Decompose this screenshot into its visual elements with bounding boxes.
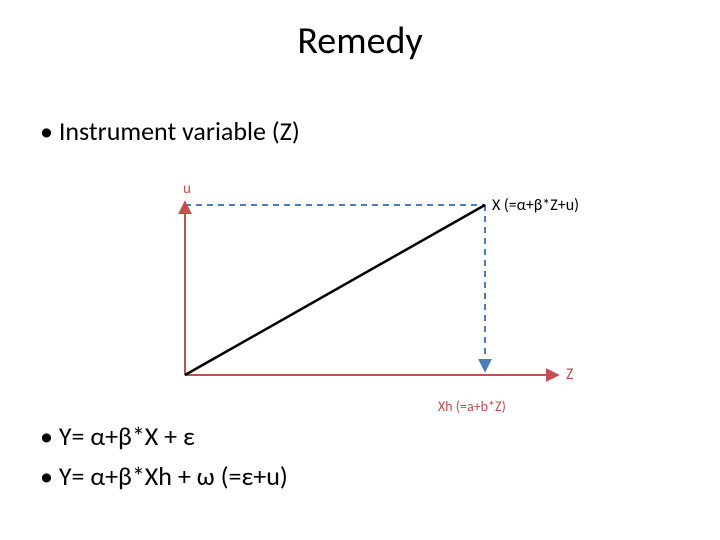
label-x: X (=α+β*Z+u) <box>492 196 579 215</box>
slide: Remedy Instrument variable (Z) u X (=α+β… <box>0 0 720 540</box>
diagonal-x <box>185 205 485 375</box>
label-u: u <box>183 180 191 198</box>
label-z: Z <box>566 365 574 384</box>
label-xh: Xh (=a+b*Z) <box>438 398 506 415</box>
bullet-instrument: Instrument variable (Z) <box>40 115 300 147</box>
page-title: Remedy <box>0 18 720 64</box>
bullet-eq1: Y= α+β*X + ε <box>40 420 195 452</box>
bullet-eq2: Y= α+β*Xh + ω (=ε+u) <box>40 460 288 492</box>
iv-diagram <box>165 185 585 405</box>
